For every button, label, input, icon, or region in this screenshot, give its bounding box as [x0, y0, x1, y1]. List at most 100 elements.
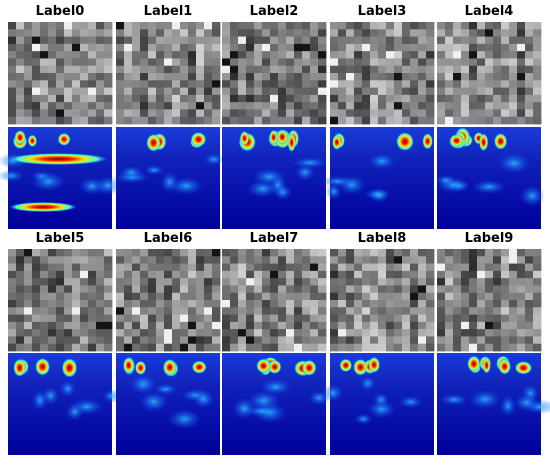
pixel	[72, 329, 81, 337]
pixel	[525, 314, 534, 323]
pixel	[525, 292, 534, 301]
pixel	[346, 278, 355, 286]
pixel	[172, 80, 181, 88]
pixel	[96, 307, 105, 315]
pixel	[156, 36, 165, 45]
pixel	[286, 109, 295, 118]
pixel	[132, 278, 141, 286]
pixel	[278, 73, 287, 81]
pixel	[310, 102, 319, 110]
pixel	[80, 256, 89, 264]
pixel	[238, 87, 247, 96]
pixel	[204, 36, 213, 45]
pixel	[156, 314, 165, 323]
scalogram-image	[320, 127, 434, 229]
pixel	[362, 343, 371, 352]
pixel	[188, 285, 197, 294]
pixel	[370, 43, 379, 52]
pixel	[286, 343, 295, 352]
pixel	[64, 249, 73, 257]
pixel	[96, 278, 105, 286]
pixel	[294, 87, 303, 96]
pixel	[346, 43, 355, 52]
pixel	[370, 343, 379, 352]
pixel	[402, 329, 411, 337]
pixel	[286, 329, 295, 337]
pixel	[370, 73, 379, 81]
pixel	[386, 80, 395, 88]
pixel	[533, 292, 542, 301]
pixel	[164, 80, 173, 88]
pixel	[32, 270, 41, 279]
pixel	[426, 109, 435, 118]
pixel	[445, 65, 454, 74]
pixel	[16, 292, 25, 301]
pixel	[188, 80, 197, 88]
pixel	[80, 73, 89, 81]
pixel	[330, 73, 339, 81]
pixel	[394, 51, 403, 59]
pixel	[140, 36, 149, 45]
hot-spot	[269, 129, 278, 146]
pixel	[386, 278, 395, 286]
pixel	[533, 116, 542, 125]
pixel	[262, 36, 271, 45]
hot-spot	[162, 358, 177, 376]
pixel	[461, 36, 470, 45]
pixel	[370, 102, 379, 110]
pixel	[124, 256, 133, 264]
pixel	[517, 256, 526, 264]
pixel	[172, 300, 181, 308]
pixel	[212, 314, 221, 323]
pixel	[116, 263, 125, 272]
pixel	[8, 343, 17, 352]
panel-label: Label7	[250, 231, 299, 246]
pixel	[469, 292, 478, 301]
pixel	[40, 22, 49, 30]
pixel	[48, 58, 57, 67]
pixel	[72, 314, 81, 323]
pixel	[48, 343, 57, 352]
pixel	[418, 29, 427, 37]
pixel	[378, 109, 387, 118]
pixel	[517, 102, 526, 110]
pixel	[172, 58, 181, 67]
pixel	[517, 329, 526, 337]
pixel	[370, 256, 379, 264]
pixel	[16, 300, 25, 308]
pixel	[402, 65, 411, 74]
pixel	[8, 102, 17, 110]
pixel	[461, 58, 470, 67]
pixel	[104, 102, 113, 110]
pixel	[64, 58, 73, 67]
pixel	[16, 285, 25, 294]
pixel	[188, 263, 197, 272]
pixel	[64, 51, 73, 59]
pixel	[453, 321, 462, 330]
pixel	[254, 278, 263, 286]
pixel	[188, 270, 197, 279]
pixel	[493, 73, 502, 81]
pixel	[238, 65, 247, 74]
pixel	[196, 278, 205, 286]
hot-spot	[514, 361, 533, 375]
pixel	[40, 80, 49, 88]
glow	[497, 152, 531, 174]
hot-spot	[8, 153, 108, 165]
pixel	[230, 22, 239, 30]
pixel	[517, 336, 526, 345]
pixel	[501, 80, 510, 88]
pixel	[64, 102, 73, 110]
pixel	[16, 22, 25, 30]
pixel	[80, 292, 89, 301]
pixel	[525, 285, 534, 294]
pixel	[32, 87, 41, 96]
pixel	[72, 292, 81, 301]
pixel	[254, 300, 263, 308]
pixel	[294, 270, 303, 279]
pixel	[525, 51, 534, 59]
pixel	[485, 94, 494, 103]
pixel	[346, 73, 355, 81]
pixel	[116, 22, 125, 30]
pixel	[72, 29, 81, 37]
